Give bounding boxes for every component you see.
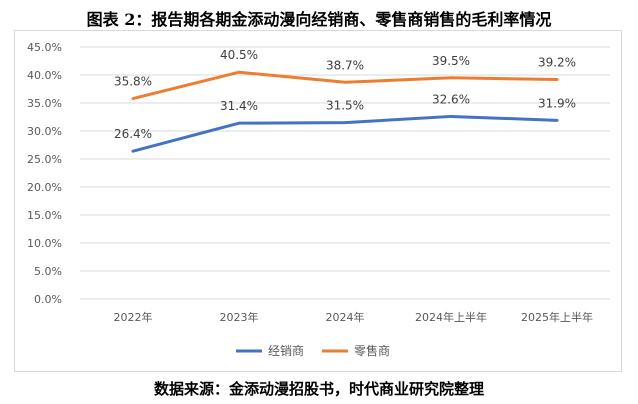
data-label: 31.9% xyxy=(538,96,576,110)
y-tick-label: 15.0% xyxy=(27,209,62,222)
x-tick-label: 2024年上半年 xyxy=(415,310,487,324)
data-label: 35.8% xyxy=(114,75,152,89)
data-label: 31.5% xyxy=(326,99,364,113)
y-tick-label: 45.0% xyxy=(27,41,62,54)
x-axis-ticks: 2022年 2023年 2024年 2024年上半年 2025年上半年 xyxy=(114,310,594,324)
series-line-1 xyxy=(131,114,559,153)
data-label: 26.4% xyxy=(114,127,152,141)
data-label: 31.4% xyxy=(220,99,258,113)
y-tick-label: 5.0% xyxy=(34,265,62,278)
y-tick-label: 20.0% xyxy=(27,181,62,194)
source-note: 数据来源：金添动漫招股书，时代商业研究院整理 xyxy=(153,380,484,398)
y-tick-label: 30.0% xyxy=(27,125,62,138)
data-label: 39.5% xyxy=(432,54,470,68)
gridlines xyxy=(80,46,610,300)
legend-label: 经销商 xyxy=(268,343,304,358)
x-tick-label: 2023年 xyxy=(220,310,259,324)
y-axis-ticks: 0.0% 5.0% 10.0% 15.0% 20.0% 25.0% 30.0% 35.0% 40… xyxy=(27,41,62,306)
chart-frame xyxy=(14,30,622,372)
chart-title: 图表 2：报告期各期金添动漫向经销商、零售商销售的毛利率情况 xyxy=(86,10,552,29)
data-label: 32.6% xyxy=(432,92,470,106)
legend: 经销商 零售商 xyxy=(236,343,390,358)
x-tick-label: 2022年 xyxy=(114,310,153,324)
series-line-2 xyxy=(131,70,559,101)
x-tick-label: 2024年 xyxy=(326,310,365,324)
y-tick-label: 40.0% xyxy=(27,69,62,82)
data-label: 40.5% xyxy=(220,48,258,62)
data-label: 38.7% xyxy=(326,58,364,72)
y-tick-label: 25.0% xyxy=(27,153,62,166)
y-tick-label: 0.0% xyxy=(34,293,62,306)
x-tick-label: 2025年上半年 xyxy=(521,310,593,324)
series-lines xyxy=(131,70,559,153)
data-labels: 26.4% 31.4% 31.5% 32.6% 31.9% 35.8% 40.5% 38.7%… xyxy=(114,48,576,141)
y-tick-label: 10.0% xyxy=(27,237,62,250)
y-tick-label: 35.0% xyxy=(27,97,62,110)
legend-label: 零售商 xyxy=(354,343,390,358)
data-label: 39.2% xyxy=(538,55,576,69)
